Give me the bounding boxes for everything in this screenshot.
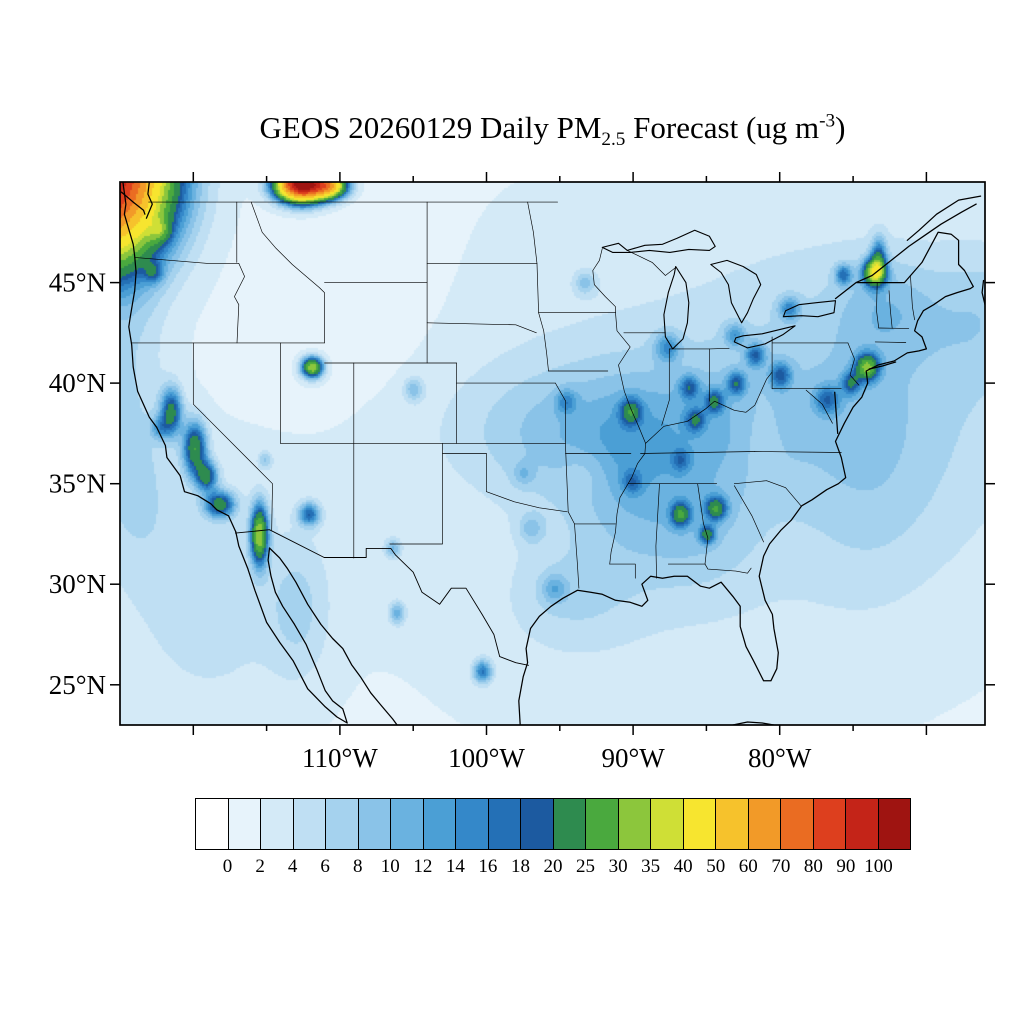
colorbar-cell xyxy=(326,799,359,849)
x-axis-tick-label: 90°W xyxy=(601,743,665,773)
colorbar-tick-label: 6 xyxy=(320,856,330,877)
colorbar-cell xyxy=(488,799,521,849)
y-axis-tick-label: 25°N xyxy=(49,670,106,700)
colorbar-tick-label: 0 xyxy=(222,856,233,877)
chart-title-middle: Forecast (ug m xyxy=(625,110,820,145)
colorbar-tick-label: 100 xyxy=(864,856,893,877)
x-axis-tick-label: 110°W xyxy=(302,743,378,773)
y-axis-tick-label: 40°N xyxy=(49,368,106,398)
colorbar-tick-label: 18 xyxy=(510,856,530,877)
colorbar-cell xyxy=(456,799,489,849)
colorbar-tick-label: 60 xyxy=(738,856,758,877)
colorbar-cell xyxy=(878,799,910,849)
colorbar-cell xyxy=(261,799,294,849)
colorbar-tick-label: 80 xyxy=(803,856,823,877)
colorbar-cell xyxy=(228,799,261,849)
colorbar-tick-label: 35 xyxy=(641,856,661,877)
colorbar xyxy=(195,798,911,850)
colorbar-cell xyxy=(423,799,456,849)
x-axis-tick-label: 80°W xyxy=(748,743,812,773)
y-axis-tick-label: 30°N xyxy=(49,569,106,599)
colorbar-cell xyxy=(553,799,586,849)
colorbar-cell xyxy=(651,799,684,849)
colorbar-tick-label: 16 xyxy=(478,856,498,877)
colorbar-tick-label: 12 xyxy=(413,856,433,877)
colorbar-cell xyxy=(196,799,229,849)
colorbar-cell xyxy=(618,799,651,849)
colorbar-tick-label: 4 xyxy=(287,856,298,877)
colorbar-cell xyxy=(293,799,326,849)
colorbar-tick-label: 25 xyxy=(576,856,596,877)
colorbar-tick-label: 14 xyxy=(445,856,465,877)
pm25-field-canvas xyxy=(120,182,985,725)
colorbar-cell xyxy=(846,799,879,849)
colorbar-cell xyxy=(391,799,424,849)
colorbar-tick-label: 90 xyxy=(836,856,856,877)
colorbar-tick-label: 70 xyxy=(771,856,791,877)
y-axis-tick-label: 35°N xyxy=(49,469,106,499)
colorbar-cell xyxy=(586,799,619,849)
colorbar-cell xyxy=(521,799,554,849)
colorbar-cell xyxy=(358,799,391,849)
chart-title-prefix: GEOS 20260129 Daily PM xyxy=(259,110,602,145)
chart-title-suffix: ) xyxy=(835,110,846,145)
colorbar-cell xyxy=(716,799,749,849)
x-axis-tick-label: 100°W xyxy=(448,743,525,773)
colorbar-tick-label: 50 xyxy=(706,856,726,877)
colorbar-cell xyxy=(683,799,716,849)
chart-title-subscript: 2.5 xyxy=(601,129,626,151)
y-axis-tick-label: 45°N xyxy=(49,268,106,298)
colorbar-tick-label: 40 xyxy=(673,856,693,877)
colorbar-labels: 0 2 4 6 8 10 12 14 16 18 20 25 30 35 40 50 60 70 80 90 100 xyxy=(195,856,911,882)
colorbar-tick-label: 20 xyxy=(543,856,563,877)
colorbar-cell xyxy=(813,799,846,849)
colorbar-tick-label: 8 xyxy=(352,856,363,877)
colorbar-tick-label: 30 xyxy=(608,856,628,877)
colorbar-cell xyxy=(781,799,814,849)
colorbar-tick-label: 10 xyxy=(380,856,400,877)
chart-title-superscript: -3 xyxy=(819,110,836,132)
colorbar-tick-label: 2 xyxy=(255,856,265,877)
colorbar-cell xyxy=(748,799,781,849)
chart-title: GEOS 20260129 Daily PM2.5 Forecast (ug m… xyxy=(120,110,985,151)
